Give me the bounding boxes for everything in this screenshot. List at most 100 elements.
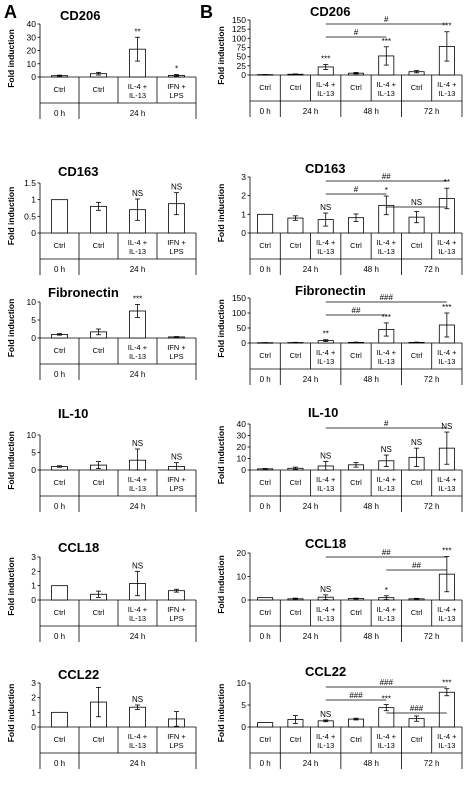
group-label: 24 h xyxy=(303,502,319,511)
y-tick-label: 0 xyxy=(241,228,246,238)
category-label: IL-13 xyxy=(438,484,455,493)
category-label: IL-13 xyxy=(317,357,334,366)
category-label: IL-4 + xyxy=(377,605,397,614)
significance-label: *** xyxy=(382,695,391,704)
y-tick-label: 10 xyxy=(237,572,247,582)
y-tick-label: 10 xyxy=(27,430,37,440)
category-label: IFN + xyxy=(167,238,186,247)
category-label: Ctrl xyxy=(54,735,66,744)
group-label: 24 h xyxy=(303,265,319,274)
significance-label: *** xyxy=(442,679,451,688)
category-label: Ctrl xyxy=(290,608,302,617)
category-label: IL-4 + xyxy=(128,605,148,614)
bracket-label: # xyxy=(384,419,389,428)
group-label: 0 h xyxy=(54,109,65,118)
significance-label: ** xyxy=(323,330,329,339)
category-label: Ctrl xyxy=(411,241,423,250)
group-label: 48 h xyxy=(363,107,379,116)
chart-title: CCL18 xyxy=(58,540,99,555)
category-label: Ctrl xyxy=(290,735,302,744)
bracket-label: ## xyxy=(382,548,391,557)
y-tick-label: 1 xyxy=(31,581,36,591)
category-label: IL-4 + xyxy=(316,475,336,484)
category-label: IL-4 + xyxy=(437,238,457,247)
y-tick-label: 150 xyxy=(232,15,246,25)
category-label: IL-13 xyxy=(129,352,146,361)
significance-label: ** xyxy=(444,178,450,187)
y-tick-label: 40 xyxy=(237,419,247,429)
significance-label: * xyxy=(385,586,388,595)
y-axis-label: Fold induction xyxy=(6,299,16,358)
category-label: LPS xyxy=(169,741,183,750)
group-label: 24 h xyxy=(130,759,146,768)
significance-label: NS xyxy=(132,695,143,704)
category-label: Ctrl xyxy=(290,241,302,250)
group-label: 24 h xyxy=(130,370,146,379)
significance-label: NS xyxy=(171,453,182,462)
category-label: Ctrl xyxy=(290,351,302,360)
y-tick-label: 20 xyxy=(237,442,247,452)
group-label: 48 h xyxy=(363,502,379,511)
category-label: IL-13 xyxy=(378,357,395,366)
category-label: Ctrl xyxy=(350,608,362,617)
y-tick-label: 0 xyxy=(31,228,36,238)
category-label: IL-4 + xyxy=(377,732,397,741)
chart-a-ccl22: CCL22 Fold induction 0 1 2 3 Ctrl Ctrl IL-4 +IL-… xyxy=(6,667,197,769)
group-label: 0 h xyxy=(54,759,65,768)
y-axis-label: Fold induction xyxy=(6,431,16,490)
bar xyxy=(51,199,68,234)
category-label: IL-4 + xyxy=(316,605,336,614)
chart-title: CCL22 xyxy=(305,664,346,679)
group-label: 24 h xyxy=(130,109,146,118)
y-tick-label: 0 xyxy=(31,595,36,605)
category-label: Ctrl xyxy=(411,351,423,360)
significance-label: ** xyxy=(134,27,140,36)
category-label: IL-13 xyxy=(438,357,455,366)
y-tick-label: 25 xyxy=(237,61,247,71)
category-label: IL-13 xyxy=(317,614,334,623)
panel-letter-b: B xyxy=(200,2,213,22)
significance-label: NS xyxy=(441,422,452,431)
category-label: IFN + xyxy=(167,605,186,614)
y-tick-label: 125 xyxy=(232,24,246,34)
chart-title: CD206 xyxy=(310,4,350,19)
group-label: 72 h xyxy=(424,107,440,116)
group-label: 24 h xyxy=(130,265,146,274)
bar xyxy=(51,585,68,601)
category-label: IL-13 xyxy=(378,484,395,493)
category-label: IL-13 xyxy=(129,614,146,623)
bracket-label: NS xyxy=(411,198,422,207)
y-axis-label: Fold induction xyxy=(6,557,16,616)
group-label: 48 h xyxy=(363,375,379,384)
group-label: 0 h xyxy=(260,265,271,274)
significance-label: *** xyxy=(133,295,142,304)
category-label: IL-4 + xyxy=(377,348,397,357)
category-label: Ctrl xyxy=(259,608,271,617)
group-label: 24 h xyxy=(303,632,319,641)
significance-label: NS xyxy=(320,710,331,719)
bracket-label: ## xyxy=(412,561,421,570)
category-label: Ctrl xyxy=(259,241,271,250)
category-label: Ctrl xyxy=(350,478,362,487)
significance-label: NS xyxy=(171,183,182,192)
category-label: IL-4 + xyxy=(128,475,148,484)
y-tick-label: 1 xyxy=(31,707,36,717)
category-label: IFN + xyxy=(167,343,186,352)
y-axis-label: Fold induction xyxy=(6,187,16,246)
category-label: Ctrl xyxy=(259,735,271,744)
y-axis-label: Fold induction xyxy=(216,299,226,358)
bar xyxy=(257,213,274,234)
bracket-label: # xyxy=(354,185,359,194)
category-label: IL-4 + xyxy=(377,475,397,484)
bar xyxy=(257,597,274,601)
y-tick-label: 5 xyxy=(31,315,36,325)
category-label: Ctrl xyxy=(290,478,302,487)
significance-label: NS xyxy=(132,439,143,448)
bar xyxy=(51,711,68,728)
y-axis-label: Fold induction xyxy=(216,426,226,485)
category-label: IL-13 xyxy=(438,741,455,750)
